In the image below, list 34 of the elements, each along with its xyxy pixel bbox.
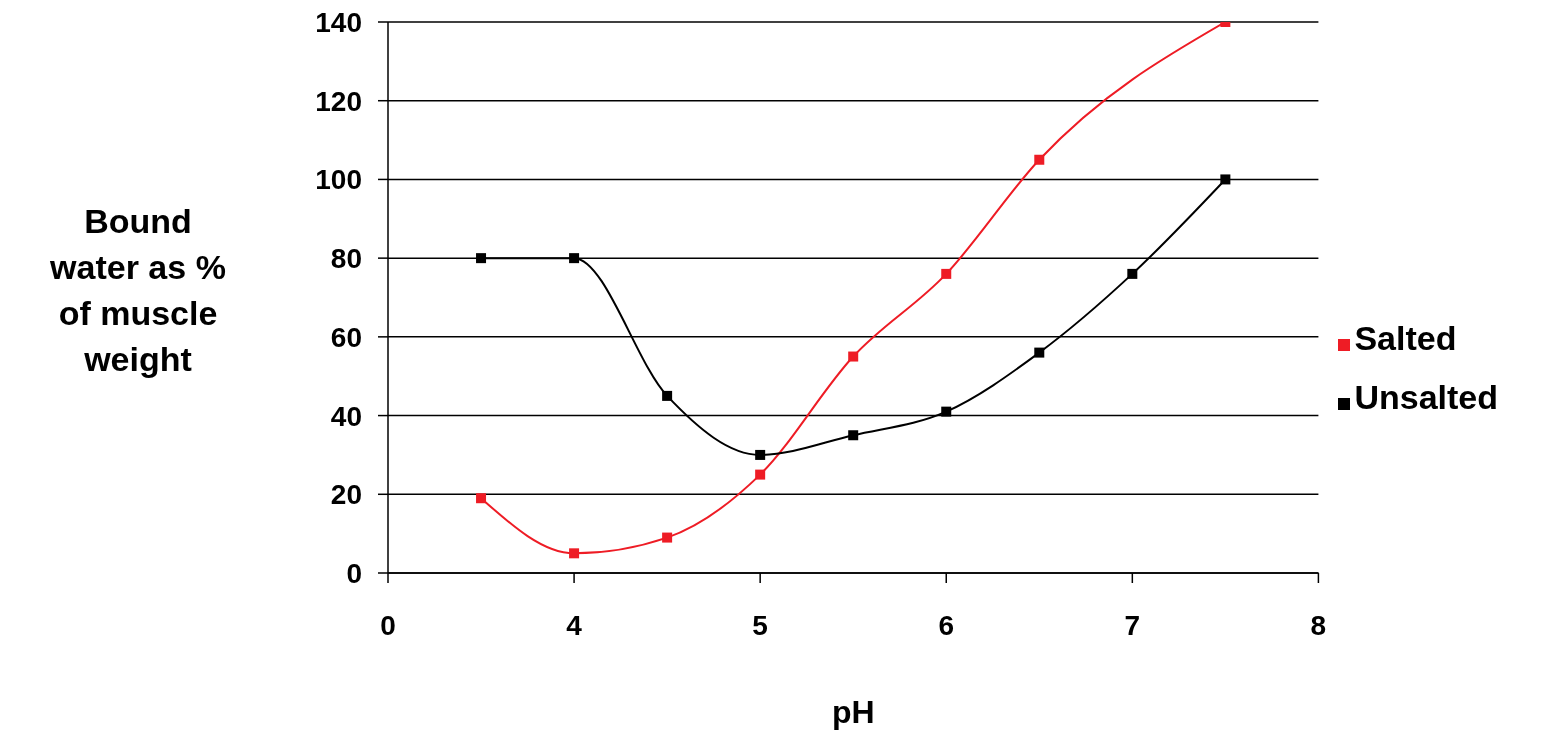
point [476,493,487,504]
y-tick-label: 0 [346,557,362,589]
x-tick-label: 7 [1124,609,1141,641]
legend-label: Unsalted [1354,377,1498,416]
legend-label: Salted [1354,318,1457,357]
x-tick-label: 0 [380,609,396,641]
point [941,406,952,417]
point [1034,154,1045,165]
y-tick-label: 120 [315,85,362,117]
y-tick-label: 80 [330,243,362,275]
point [1127,268,1138,279]
point [662,532,673,543]
point [476,253,487,264]
point [662,390,673,401]
point [1220,174,1231,185]
x-tick-label: 5 [752,609,768,641]
y-tick-label: 140 [315,6,362,38]
point [569,253,580,264]
x-tick-label: 6 [938,609,955,641]
y-axis-title: Bound water as % of muscle weight [49,201,227,380]
x-tick-label: 4 [566,609,583,641]
y-tick-label: 60 [330,321,362,353]
point [569,548,580,559]
point [848,430,859,441]
point [755,449,766,460]
point [755,469,766,480]
point [941,268,952,279]
x-axis-title: pH [831,694,875,730]
x-tick-label: 8 [1310,609,1327,641]
point [1034,347,1045,358]
y-tick-label: 20 [330,479,362,511]
y-tick-label: 100 [315,164,362,196]
point [848,351,859,362]
y-tick-label: 40 [330,400,362,432]
